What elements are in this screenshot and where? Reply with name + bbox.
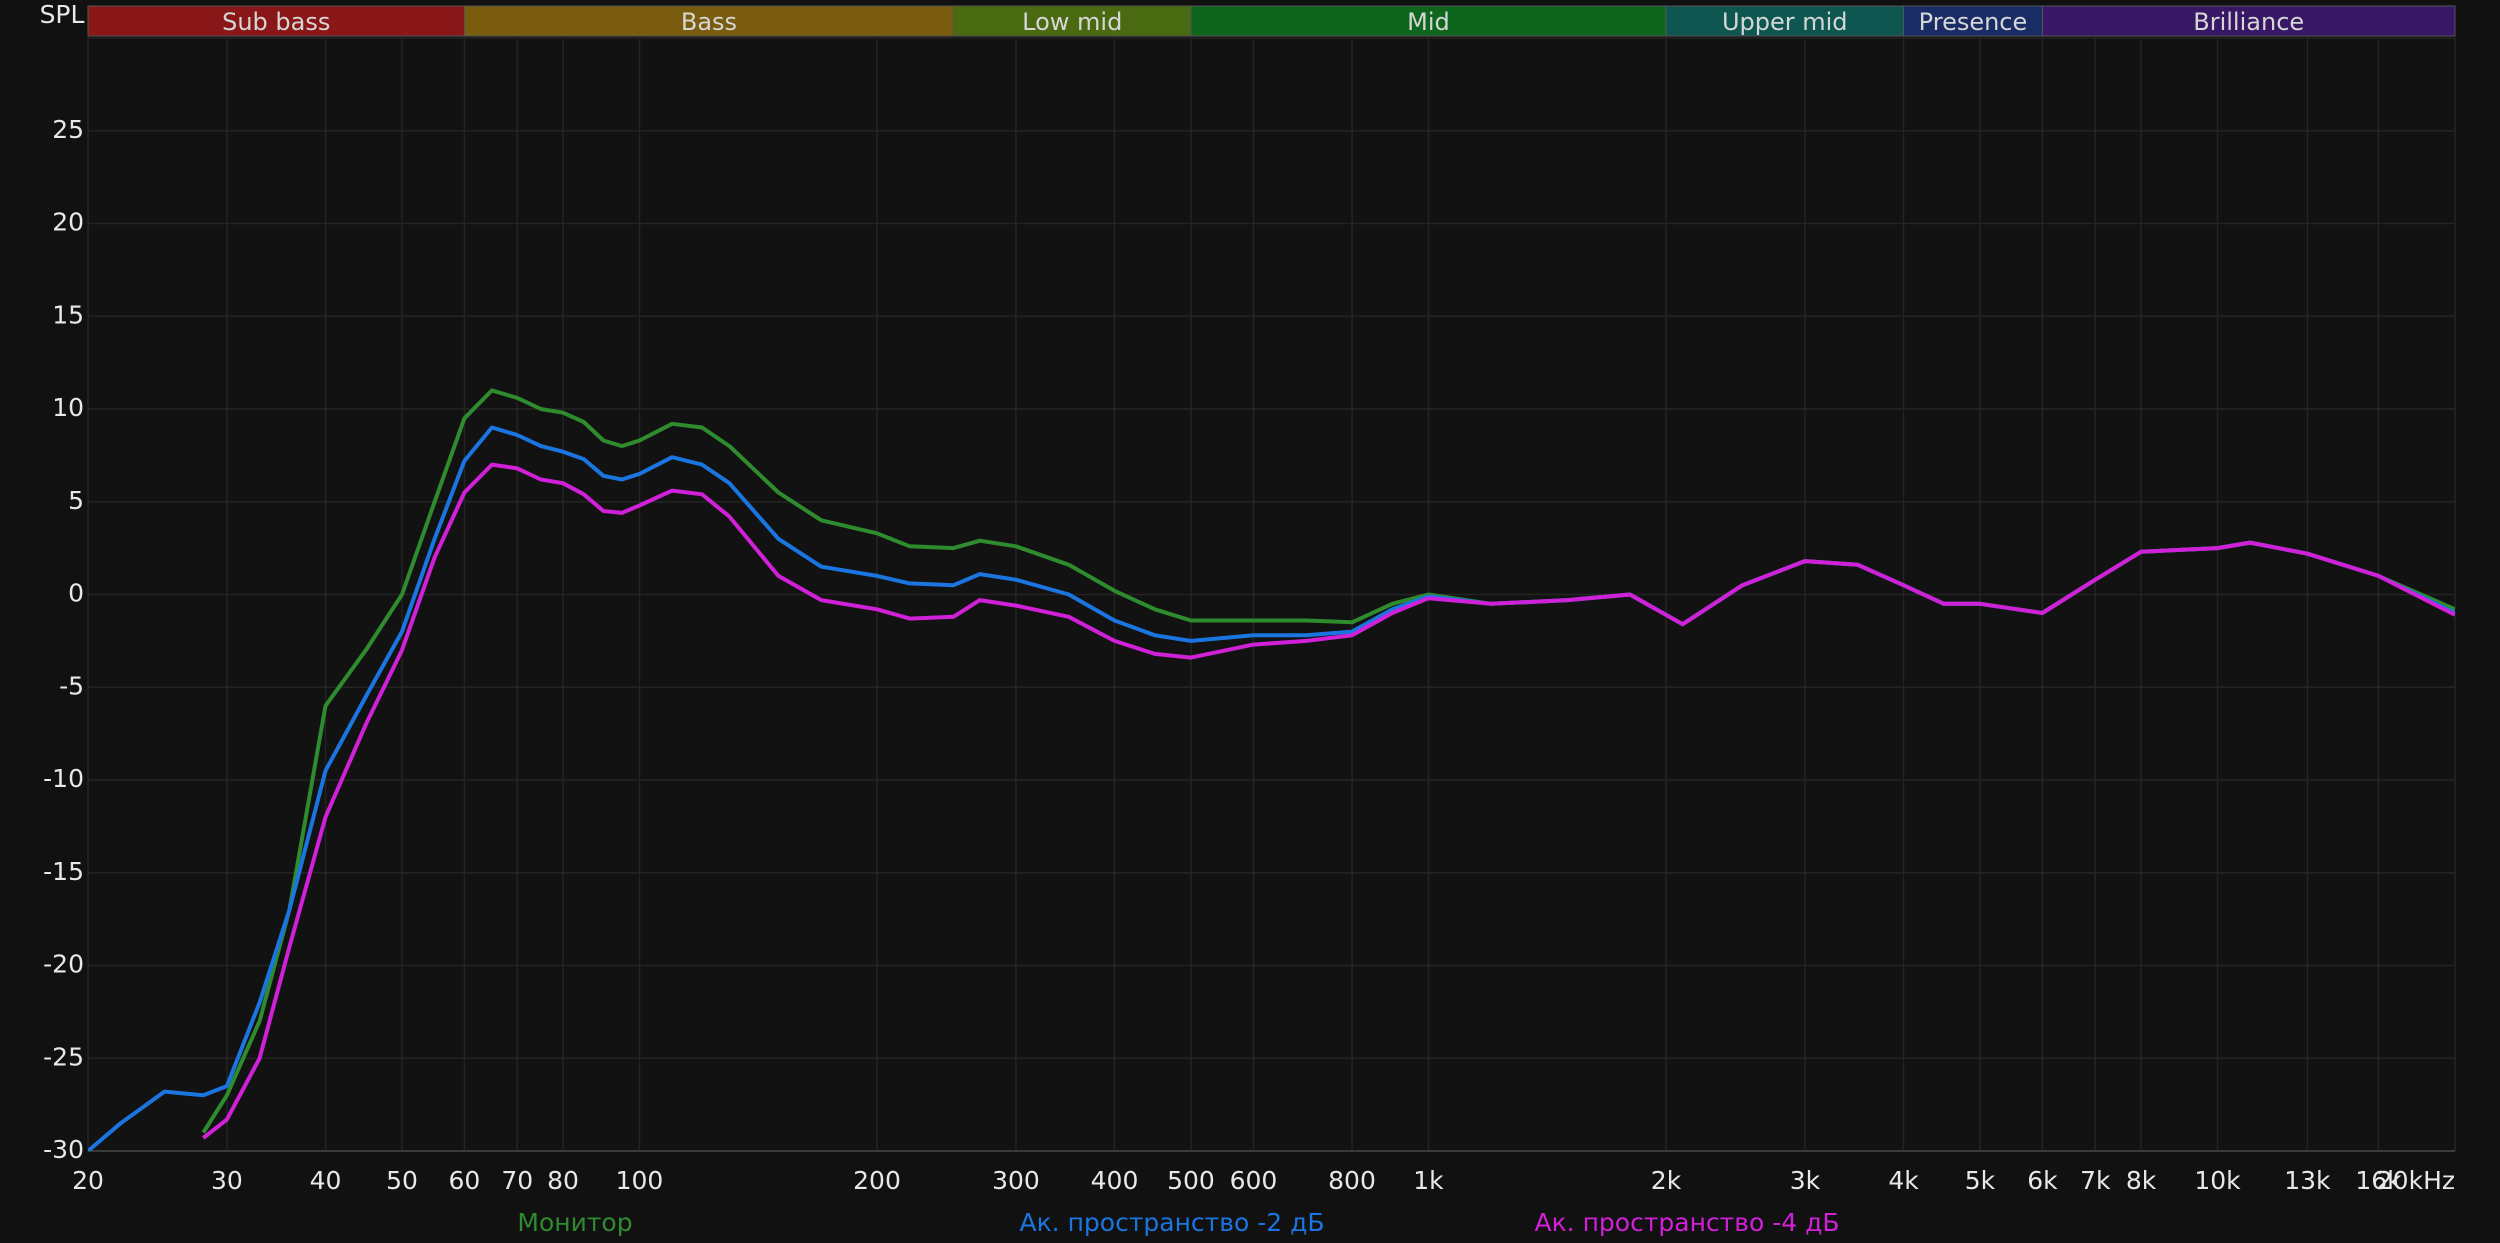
y-tick-label: 5 (68, 486, 84, 515)
y-tick-label: 25 (52, 115, 84, 144)
band-label: Presence (1919, 8, 2028, 36)
x-tick-label: 30 (211, 1166, 243, 1195)
x-tick-label: 60 (449, 1166, 481, 1195)
y-tick-label: 10 (52, 393, 84, 422)
band (1903, 5, 2043, 37)
band-label: Brilliance (2193, 8, 2304, 36)
band (1190, 5, 1667, 37)
legend-entry: Монитор (517, 1208, 632, 1237)
x-tick-label: 13k (2284, 1166, 2331, 1195)
series-line (202, 462, 2455, 1140)
y-tick-label: -10 (43, 764, 84, 793)
x-tick-label: 100 (616, 1166, 664, 1195)
x-tick-label: 40 (310, 1166, 342, 1195)
band (1665, 5, 1905, 37)
x-tick-label: 6k (2027, 1166, 2058, 1195)
y-tick-label: -25 (43, 1042, 84, 1071)
legend-entry: Ак. пространство -2 дБ (1019, 1208, 1324, 1237)
y-tick-label: -15 (43, 857, 84, 886)
x-tick-label: 7k (2080, 1166, 2111, 1195)
band (463, 5, 954, 37)
legend-entry: Ак. пространство -4 дБ (1534, 1208, 1839, 1237)
band-label: Low mid (1022, 8, 1122, 36)
x-tick-label: 20 (72, 1166, 104, 1195)
x-tick-label: 600 (1230, 1166, 1278, 1195)
band-label: Mid (1407, 8, 1450, 36)
x-tick-label: 20kHz (2377, 1166, 2455, 1195)
y-tick-label: 15 (52, 300, 84, 329)
x-tick-label: 5k (1965, 1166, 1996, 1195)
x-tick-label: 200 (853, 1166, 901, 1195)
x-tick-label: 16k (2355, 1166, 2402, 1195)
y-tick-label: -5 (59, 671, 84, 700)
x-tick-label: 500 (1167, 1166, 1215, 1195)
band-label: Sub bass (222, 8, 330, 36)
band (87, 5, 465, 37)
x-tick-label: 2k (1651, 1166, 1682, 1195)
x-tick-label: 300 (992, 1166, 1040, 1195)
y-tick-label: 20 (52, 208, 84, 237)
band-label: Upper mid (1722, 8, 1848, 36)
x-tick-label: 400 (1091, 1166, 1139, 1195)
x-tick-label: 10k (2194, 1166, 2241, 1195)
x-tick-label: 70 (501, 1166, 533, 1195)
x-tick-label: 80 (547, 1166, 579, 1195)
x-tick-label: 4k (1888, 1166, 1919, 1195)
band-label: Bass (681, 8, 737, 36)
x-tick-label: 8k (2126, 1166, 2157, 1195)
band (2041, 5, 2456, 37)
y-axis-label: SPL (40, 0, 85, 29)
y-tick-label: -20 (43, 950, 84, 979)
x-tick-label: 3k (1790, 1166, 1821, 1195)
y-tick-label: -30 (43, 1135, 84, 1164)
x-tick-label: 50 (386, 1166, 418, 1195)
y-tick-label: 0 (68, 579, 84, 608)
x-tick-label: 800 (1328, 1166, 1376, 1195)
x-tick-label: 1k (1413, 1166, 1444, 1195)
